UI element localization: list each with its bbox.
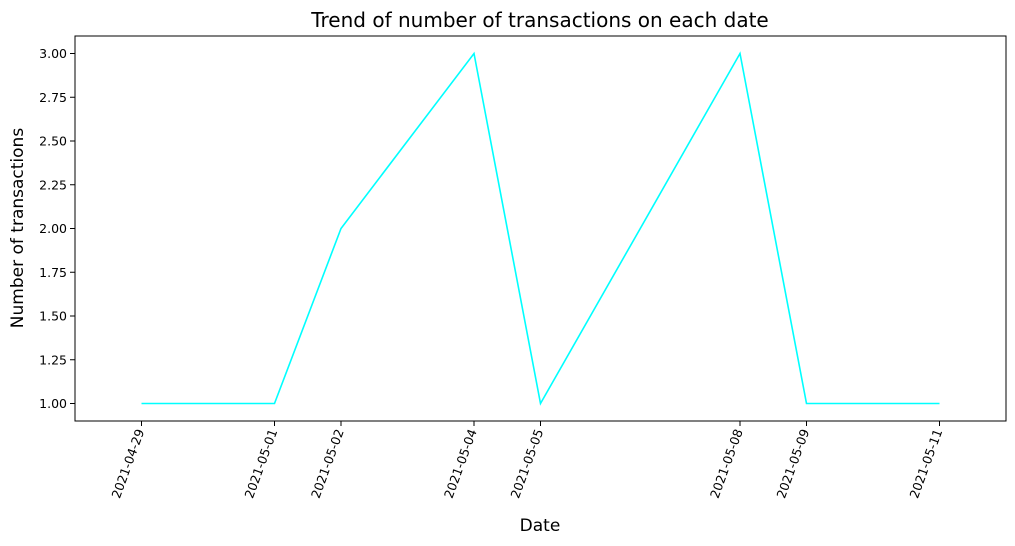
y-axis-label: Number of transactions bbox=[8, 128, 28, 329]
plot-area bbox=[75, 36, 1006, 421]
x-tick-label: 2021-05-08 bbox=[707, 427, 746, 500]
x-axis: 2021-04-29 2021-05-01 2021-05-02 2021-05-04… bbox=[108, 421, 945, 500]
x-tick-label: 2021-04-29 bbox=[108, 427, 147, 500]
x-tick-label: 2021-05-04 bbox=[441, 427, 480, 500]
x-tick-label: 2021-05-05 bbox=[507, 427, 546, 500]
y-tick-label: 2.50 bbox=[39, 134, 67, 149]
x-axis-label: Date bbox=[520, 516, 561, 536]
y-tick-label: 2.75 bbox=[39, 90, 67, 105]
y-tick-label: 1.00 bbox=[39, 396, 67, 411]
plot-frame bbox=[74, 35, 1007, 422]
y-tick-label: 3.00 bbox=[39, 46, 67, 61]
y-tick-label: 2.00 bbox=[39, 221, 67, 236]
y-tick-label: 2.25 bbox=[39, 177, 67, 192]
y-axis: 1.00 1.25 1.50 1.75 2.00 2.25 2.50 2.75 3.00 bbox=[39, 46, 75, 411]
chart-title: Trend of number of transactions on each … bbox=[310, 8, 769, 32]
y-tick-label: 1.50 bbox=[39, 309, 67, 324]
x-tick-label: 2021-05-01 bbox=[241, 427, 280, 500]
x-tick-label: 2021-05-09 bbox=[773, 427, 812, 500]
y-tick-label: 1.25 bbox=[39, 352, 67, 367]
series-line bbox=[141, 51, 940, 406]
x-tick-label: 2021-05-11 bbox=[906, 427, 945, 500]
y-tick-label: 1.75 bbox=[39, 265, 67, 280]
x-tick-label: 2021-05-02 bbox=[308, 427, 347, 500]
